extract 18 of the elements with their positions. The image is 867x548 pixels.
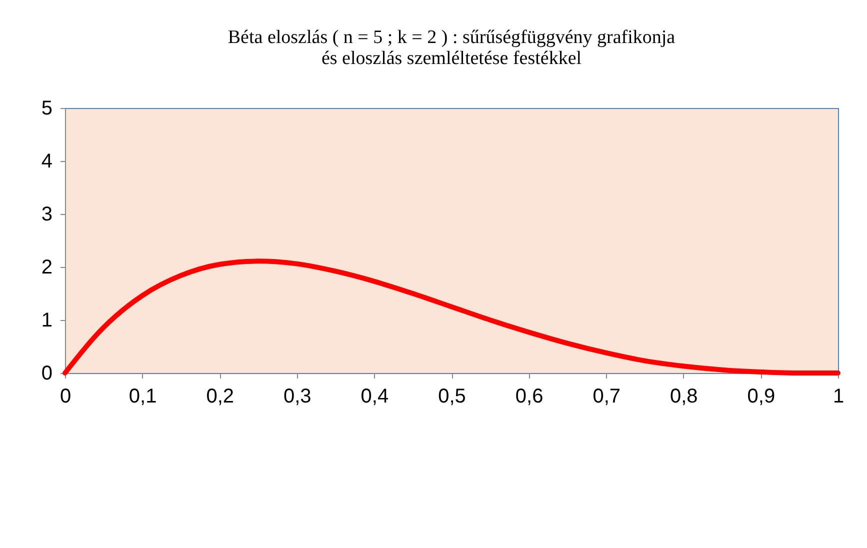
x-tick-label: 0,1 — [128, 386, 157, 408]
x-tick-label: 0,4 — [360, 386, 389, 408]
y-tick-label: 2 — [41, 256, 52, 278]
x-tick-label: 0,5 — [438, 386, 466, 408]
x-tick-label: 0,9 — [747, 386, 776, 408]
y-tick-label: 3 — [41, 204, 52, 226]
x-tick-label: 0,2 — [206, 386, 234, 408]
chart-title: Béta eloszlás ( n = 5 ; k = 2 ) : sűrűségfüggvény grafikonja és eloszlás szemléltetése festékkel — [228, 27, 676, 69]
x-tick-label: 0,3 — [283, 386, 312, 408]
y-tick-label: 4 — [41, 150, 52, 172]
x-tick-label: 0,8 — [670, 386, 698, 408]
y-tick-label: 1 — [41, 310, 52, 332]
x-tick-label: 0 — [60, 386, 72, 408]
x-tick-label: 0,6 — [515, 386, 544, 408]
y-tick-label: 0 — [41, 362, 52, 384]
x-tick-label: 0,7 — [592, 386, 621, 408]
x-tick-label: 1 — [832, 386, 844, 408]
y-tick-label: 5 — [41, 98, 52, 120]
